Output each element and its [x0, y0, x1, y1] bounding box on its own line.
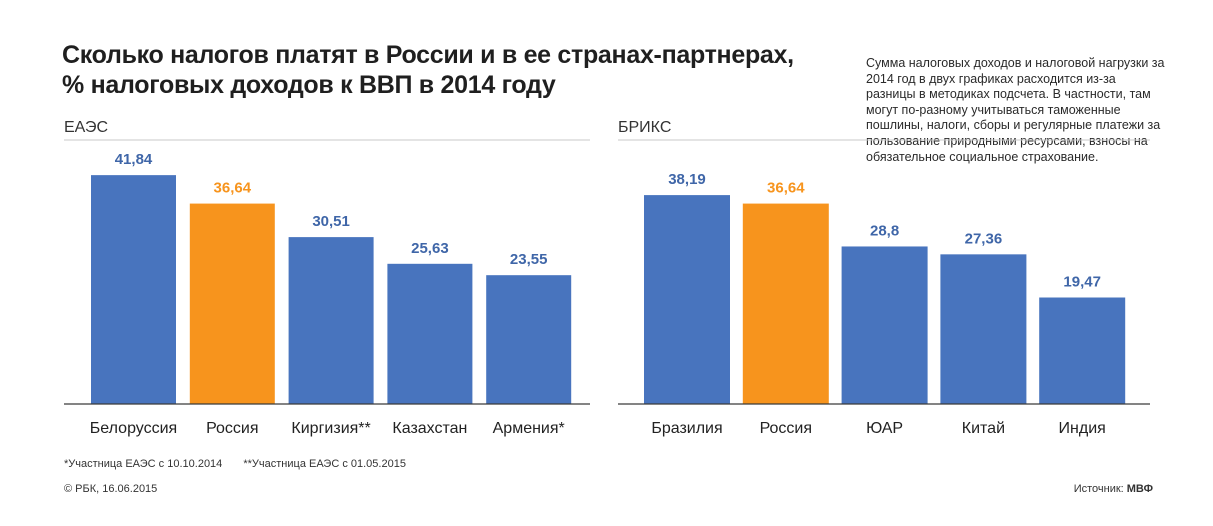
source: Источник: МВФ [1074, 483, 1153, 495]
brics-value-label-2: 28,8 [870, 222, 899, 239]
copyright-credit: © РБК, 16.06.2015 [64, 483, 158, 495]
eaes-bar-2 [288, 237, 374, 404]
brics-category-label-0: Бразилия [651, 420, 722, 437]
brics-category-label-1: Россия [760, 420, 812, 437]
brics-category-label-2: ЮАР [866, 420, 903, 437]
eaes-bar-3 [387, 263, 473, 404]
brics-bar-2 [841, 246, 928, 404]
brics-value-label-1: 36,64 [767, 180, 805, 197]
brics-bar-0 [644, 195, 730, 404]
brics-value-label-0: 38,19 [668, 171, 706, 188]
eaes-value-label-2: 30,51 [312, 213, 350, 230]
brics-bar-4 [1039, 297, 1126, 404]
eaes-bar-0 [91, 175, 176, 404]
eaes-value-label-3: 25,63 [411, 240, 449, 257]
brics-bar-1 [742, 203, 829, 404]
eaes-category-label-1: Россия [206, 420, 258, 437]
eaes-category-label-2: Киргизия** [291, 420, 370, 437]
chart-title: Сколько налогов платят в России и в ее с… [62, 40, 842, 100]
eaes-value-label-1: 36,64 [214, 180, 252, 197]
brics-category-label-4: Индия [1059, 420, 1106, 437]
eaes-category-label-0: Белоруссия [90, 420, 177, 437]
title-line-2: % налоговых доходов к ВВП в 2014 году [62, 71, 556, 99]
eaes-panel-title: ЕАЭС [64, 119, 108, 136]
eaes-bar-4 [486, 275, 572, 404]
brics-value-label-4: 19,47 [1063, 273, 1101, 290]
footnotes: *Участница ЕАЭС с 10.10.2014 **Участница… [64, 458, 406, 470]
eaes-category-label-4: Армения* [493, 420, 565, 437]
eaes-category-label-3: Казахстан [392, 420, 467, 437]
title-line-1: Сколько налогов платят в России и в ее с… [62, 41, 794, 69]
brics-category-label-3: Китай [962, 420, 1005, 437]
brics-bar-3 [940, 254, 1027, 404]
brics-value-label-3: 27,36 [965, 230, 1003, 247]
source-name: МВФ [1126, 483, 1153, 495]
eaes-value-label-0: 41,84 [115, 151, 153, 168]
eaes-bar-1 [189, 203, 275, 404]
methodology-note: Сумма налоговых доходов и налоговой нагр… [866, 56, 1165, 164]
eaes-value-label-4: 23,55 [510, 251, 548, 268]
source-prefix: Источник: [1073, 483, 1127, 495]
footnote-armenia: *Участница ЕАЭС с 10.10.2014 [64, 458, 223, 470]
brics-panel-title: БРИКС [618, 119, 671, 136]
footnote-kyrgyzstan: **Участница ЕАЭС с 01.05.2015 [243, 458, 406, 470]
